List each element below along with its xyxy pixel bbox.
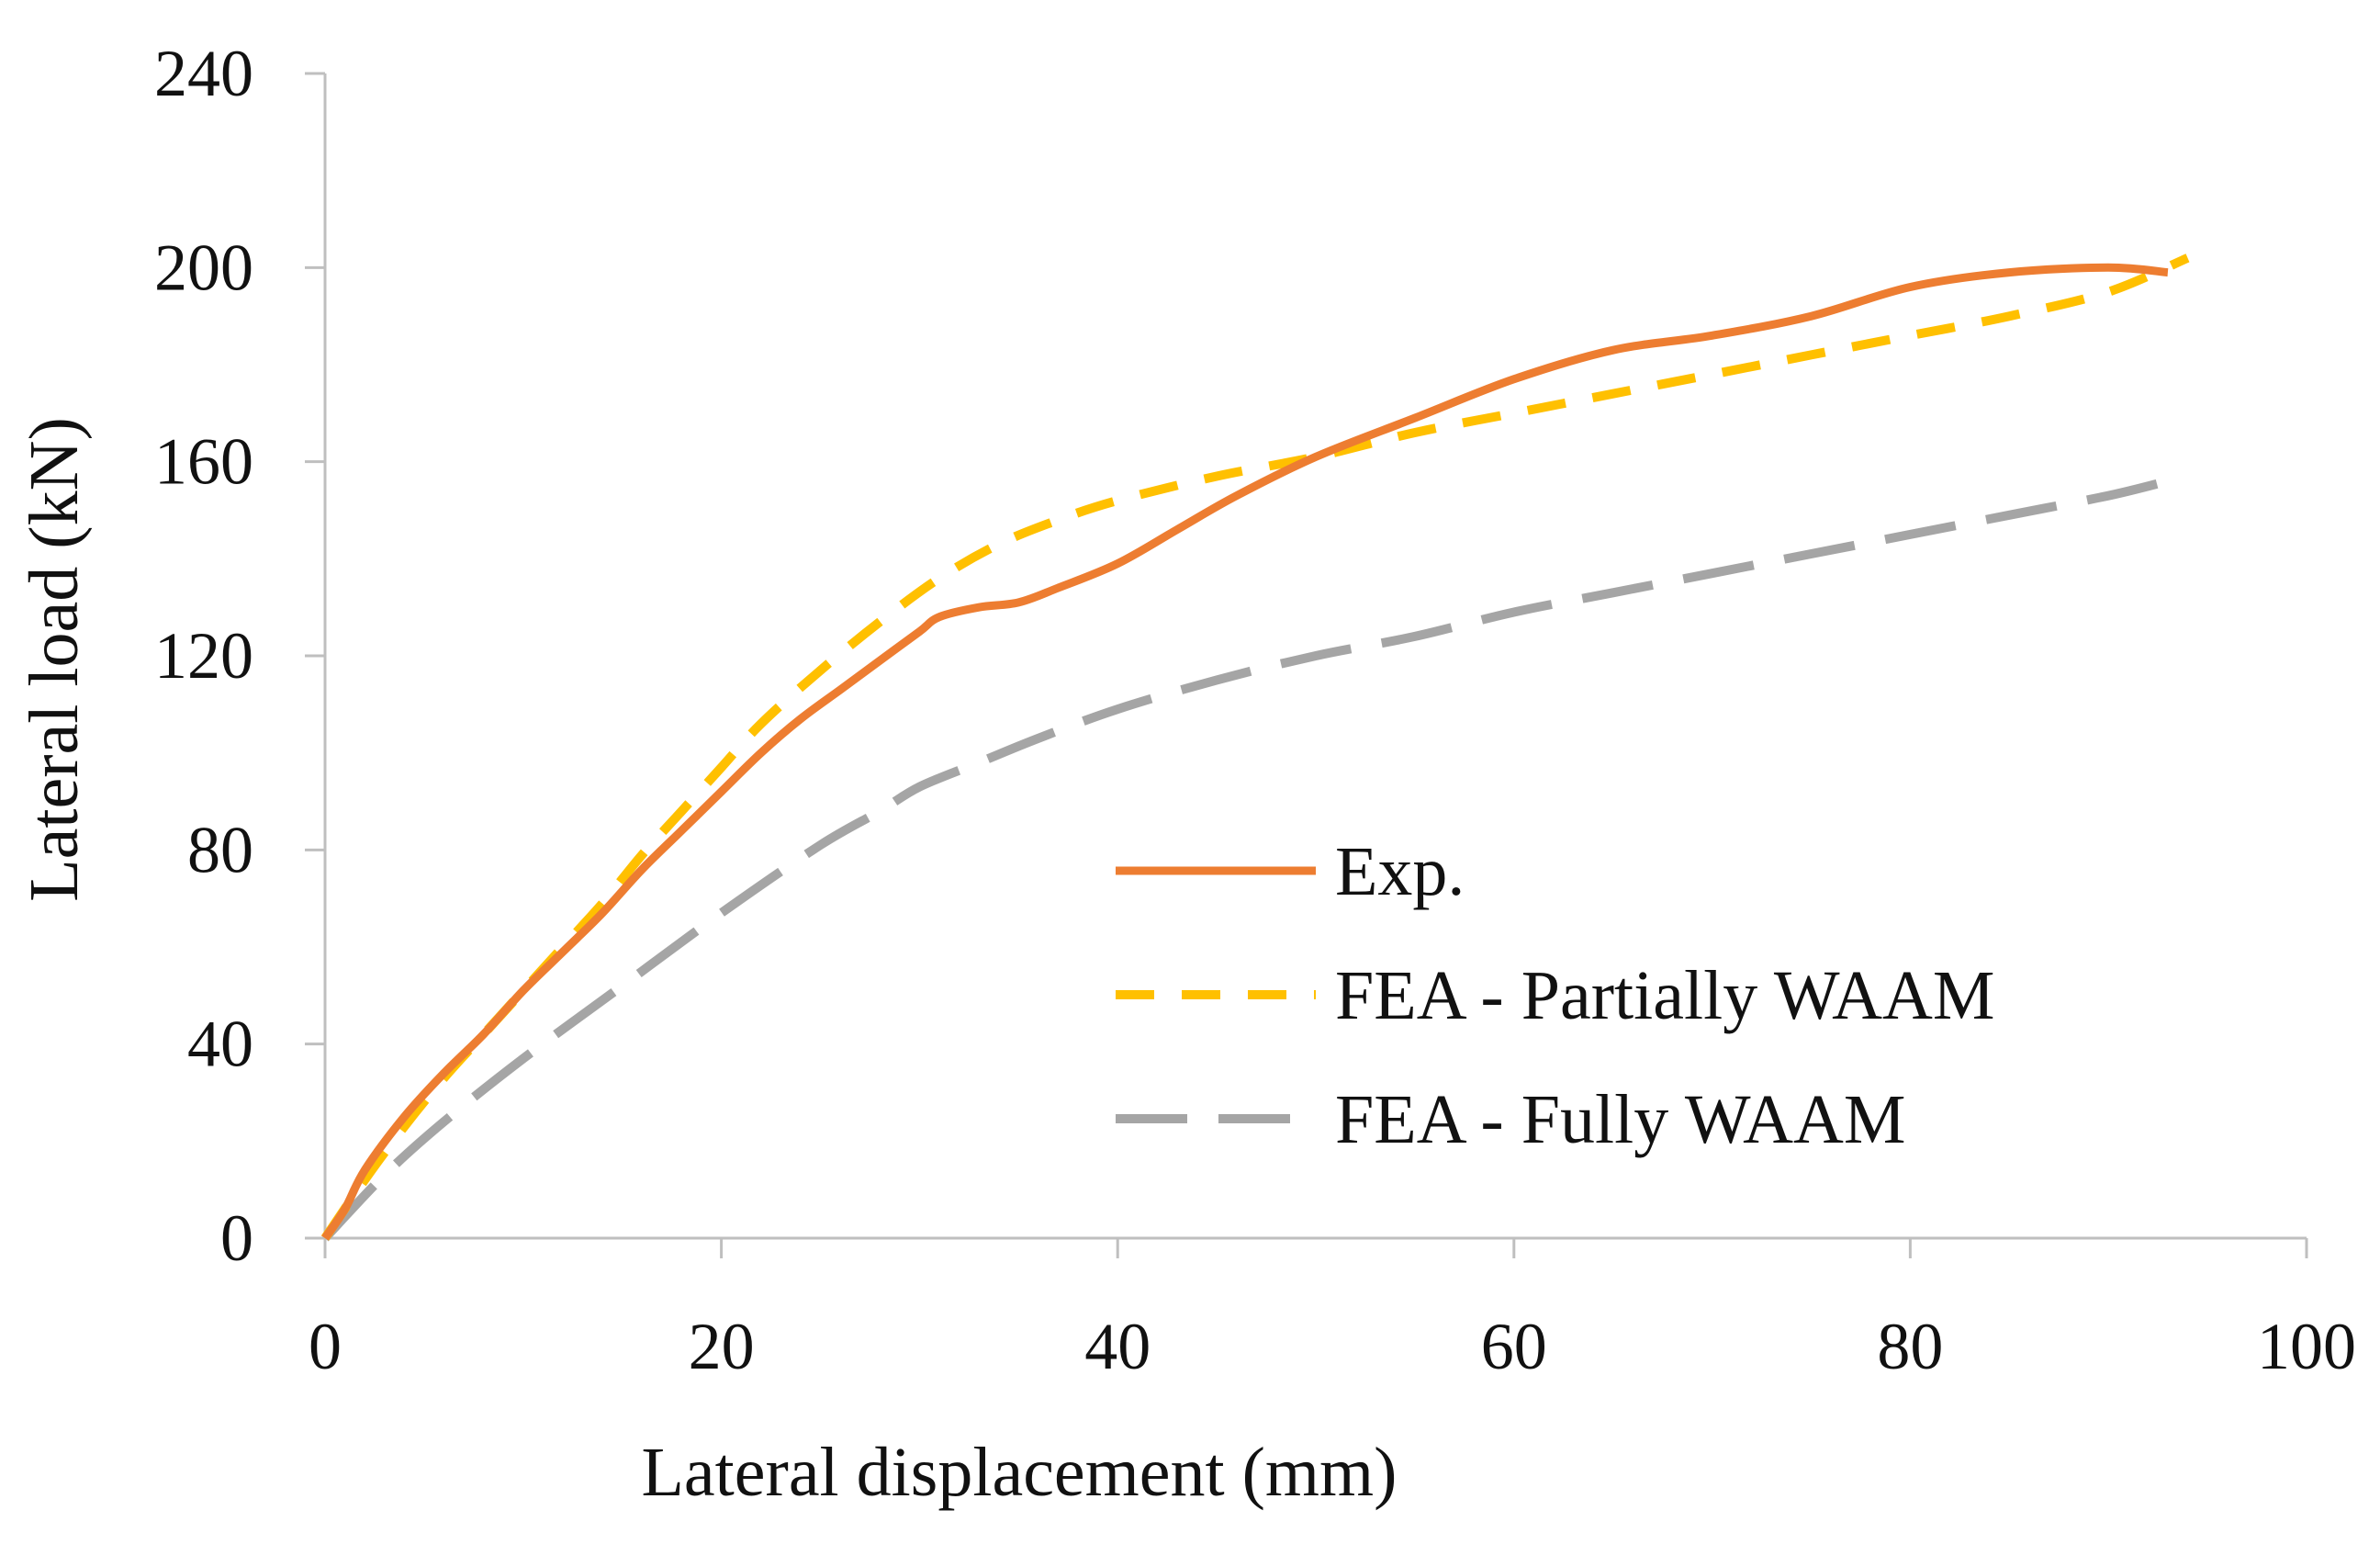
legend-label-fea-fully-waam: FEA - Fully WAAM	[1335, 1081, 1905, 1158]
y-tick-label: 160	[154, 425, 253, 499]
x-tick-label: 20	[689, 1310, 755, 1383]
series-line-exp	[321, 263, 2169, 1241]
y-tick-label: 40	[187, 1008, 253, 1081]
axes: 0 40 80 120 160 200 240 0 20 40 60 80 100	[154, 37, 2356, 1383]
y-tick-label: 0	[220, 1201, 253, 1275]
x-tick-label: 0	[309, 1310, 342, 1383]
x-tick-label: 40	[1084, 1310, 1151, 1383]
y-tick-label: 120	[154, 619, 253, 693]
x-tick-label: 60	[1481, 1310, 1547, 1383]
y-tick-label: 80	[187, 813, 253, 886]
y-axis-title: Lateral load (kN)	[16, 417, 93, 902]
series-line-fea-partially-waam	[320, 254, 2190, 1241]
series-lines	[320, 254, 2190, 1242]
x-tick-label: 100	[2257, 1310, 2356, 1383]
y-tick-label: 240	[154, 37, 253, 110]
legend: Exp. FEA - Partially WAAM FEA - Fully WAAM	[1116, 833, 1994, 1158]
x-tick-label: 80	[1877, 1310, 1943, 1383]
series-line-fea-fully-waam	[321, 476, 2170, 1242]
x-axis-title: Lateral displacement (mm)	[642, 1434, 1398, 1511]
legend-label-fea-partially-waam: FEA - Partially WAAM	[1335, 957, 1994, 1034]
y-tick-label: 200	[154, 231, 253, 304]
legend-label-exp: Exp.	[1335, 833, 1465, 910]
